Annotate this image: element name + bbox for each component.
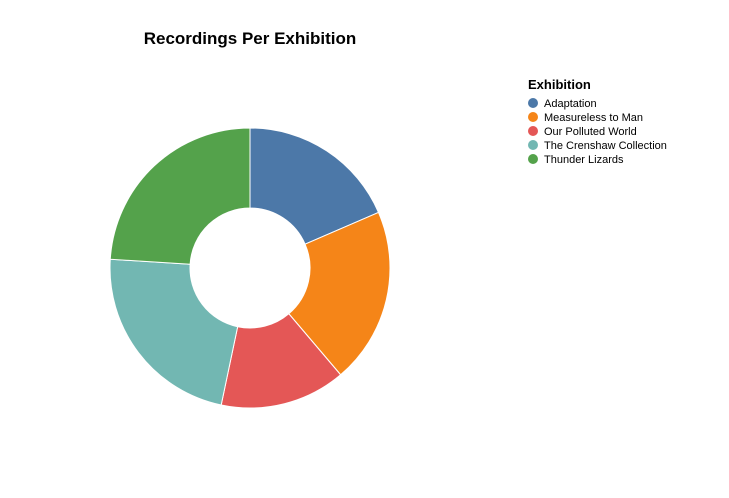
legend-item-measureless-to-man: Measureless to Man (528, 112, 643, 124)
legend-swatch-our-polluted-world (528, 126, 538, 136)
legend-label-the-crenshaw-collection: The Crenshaw Collection (544, 140, 667, 152)
legend-item-thunder-lizards: Thunder Lizards (528, 154, 624, 166)
legend-label-our-polluted-world: Our Polluted World (544, 126, 637, 138)
slice-measureless-to-man (288, 211, 391, 376)
legend-label-thunder-lizards: Thunder Lizards (544, 154, 624, 166)
legend-label-measureless-to-man: Measureless to Man (544, 112, 643, 124)
legend-title: Exhibition (528, 77, 591, 92)
legend-items: Adaptation Measureless to Man Our Polluted… (528, 98, 667, 166)
legend-label-adaptation: Adaptation (544, 98, 597, 110)
legend: Exhibition Adaptation Measureless to Man O… (528, 77, 667, 166)
legend-swatch-adaptation (528, 98, 538, 108)
legend-swatch-the-crenshaw-collection (528, 140, 538, 150)
legend-item-adaptation: Adaptation (528, 98, 597, 110)
legend-swatch-measureless-to-man (528, 112, 538, 122)
chart-title: Recordings Per Exhibition (144, 29, 357, 48)
legend-item-our-polluted-world: Our Polluted World (528, 126, 637, 138)
slice-the-crenshaw-collection (109, 258, 239, 406)
slice-adaptation (249, 127, 380, 245)
legend-item-the-crenshaw-collection: The Crenshaw Collection (528, 140, 667, 152)
legend-swatch-thunder-lizards (528, 154, 538, 164)
slice-thunder-lizards (109, 127, 251, 265)
donut-slices (109, 127, 391, 409)
